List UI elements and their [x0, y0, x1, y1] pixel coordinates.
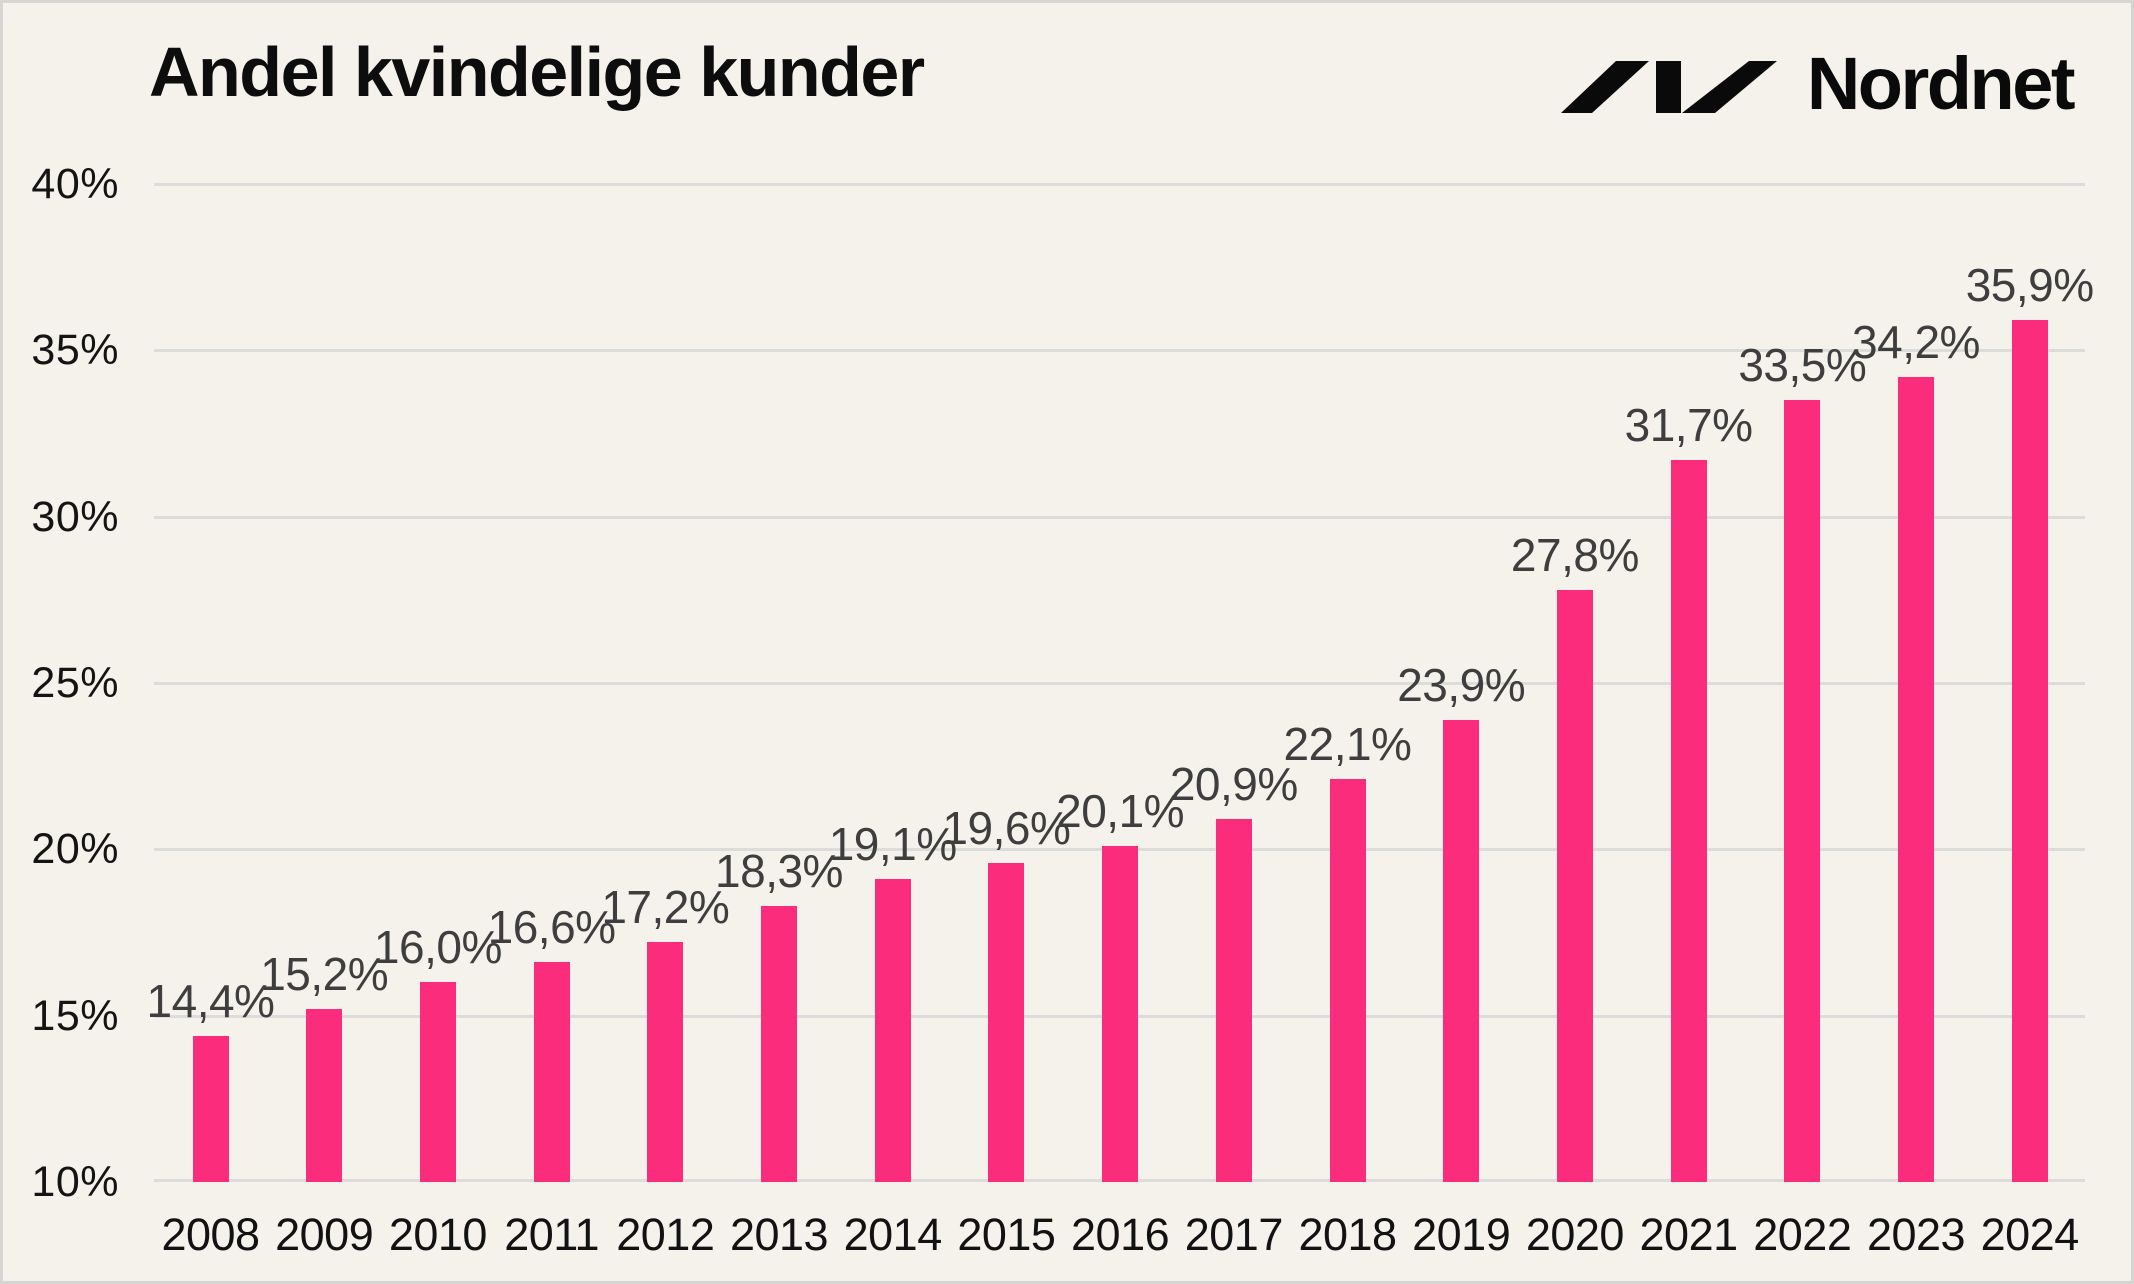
bar-2023 — [1898, 376, 1934, 1182]
bar-2015 — [988, 862, 1025, 1182]
x-tick-2012: 2012 — [616, 1209, 715, 1260]
bar-2013 — [761, 905, 797, 1182]
x-tick-2013: 2013 — [729, 1209, 829, 1260]
gridline-25pct — [154, 682, 2085, 685]
bar-2017 — [1215, 819, 1252, 1182]
bar-2024 — [2011, 320, 2048, 1182]
value-label-2014: 19,1% — [828, 818, 957, 871]
plot-area: 14,4% 15,2% 16,0% 16,6% 17,2% 18,3% 19,1% 19,6%… — [147, 183, 2094, 1182]
bar-2014 — [874, 879, 911, 1182]
x-tick-2011: 2011 — [504, 1209, 599, 1260]
bar-2011 — [533, 962, 570, 1182]
nordnet-logo: Nordnet — [1560, 47, 2076, 121]
x-tick-2014: 2014 — [843, 1209, 943, 1260]
gridline-35pct — [154, 349, 2085, 353]
value-label-2019: 23,9% — [1397, 658, 1526, 711]
y-tick-25pct: 25% — [31, 659, 119, 707]
x-tick-2009: 2009 — [275, 1209, 374, 1260]
x-tick-2017: 2017 — [1184, 1209, 1284, 1260]
y-tick-40pct: 40% — [31, 160, 119, 208]
x-tick-2020: 2020 — [1525, 1209, 1625, 1260]
value-label-2024: 35,9% — [1965, 259, 2094, 312]
bar-2009 — [306, 1009, 343, 1182]
x-tick-2015: 2015 — [957, 1209, 1056, 1260]
value-label-2017: 20,9% — [1169, 758, 1298, 811]
value-label-2015: 19,6% — [942, 801, 1071, 854]
value-label-2022: 33,5% — [1738, 339, 1867, 392]
y-tick-35pct: 35% — [31, 326, 119, 375]
value-label-2008: 14,4% — [146, 974, 275, 1027]
value-label-2012: 17,2% — [601, 881, 730, 934]
value-label-2009: 15,2% — [260, 948, 389, 1001]
x-tick-2024: 2024 — [1980, 1209, 2080, 1260]
gridline-40pct — [154, 183, 2085, 186]
value-label-2010: 16,0% — [373, 921, 502, 974]
bar-2021 — [1670, 460, 1707, 1182]
value-label-2018: 22,1% — [1283, 718, 1412, 771]
bar-2008 — [192, 1035, 229, 1182]
value-label-2016: 20,1% — [1056, 785, 1185, 838]
y-tick-20pct: 20% — [31, 825, 119, 874]
x-tick-2019: 2019 — [1412, 1209, 1511, 1260]
nordnet-wordmark: Nordnet — [1806, 42, 2076, 125]
y-tick-15pct: 15% — [31, 991, 119, 1040]
value-label-2021: 31,7% — [1624, 399, 1753, 452]
x-tick-2016: 2016 — [1071, 1209, 1170, 1260]
x-tick-2022: 2022 — [1753, 1209, 1852, 1260]
gridline-30pct — [154, 515, 2085, 519]
x-tick-2021: 2021 — [1639, 1209, 1739, 1260]
value-label-2020: 27,8% — [1510, 528, 1639, 581]
value-label-2023: 34,2% — [1852, 315, 1980, 368]
bar-2018 — [1329, 779, 1366, 1182]
bar-2022 — [1784, 400, 1821, 1182]
bar-2019 — [1443, 719, 1480, 1182]
bar-2016 — [1102, 846, 1139, 1182]
nordnet-logo-icon — [1560, 61, 1777, 113]
y-tick-10pct: 10% — [31, 1158, 119, 1206]
y-tick-30pct: 30% — [31, 492, 119, 541]
x-tick-2010: 2010 — [388, 1209, 488, 1260]
chart-title: Andel kvindelige kunder — [149, 33, 925, 111]
x-tick-2008: 2008 — [161, 1209, 260, 1260]
bar-2020 — [1556, 589, 1593, 1182]
value-label-2013: 18,3% — [715, 844, 843, 897]
x-tick-2018: 2018 — [1298, 1209, 1397, 1260]
bar-2012 — [647, 942, 684, 1182]
bar-2010 — [419, 982, 456, 1182]
x-tick-2023: 2023 — [1866, 1209, 1966, 1260]
value-label-2011: 16,6% — [487, 901, 616, 954]
